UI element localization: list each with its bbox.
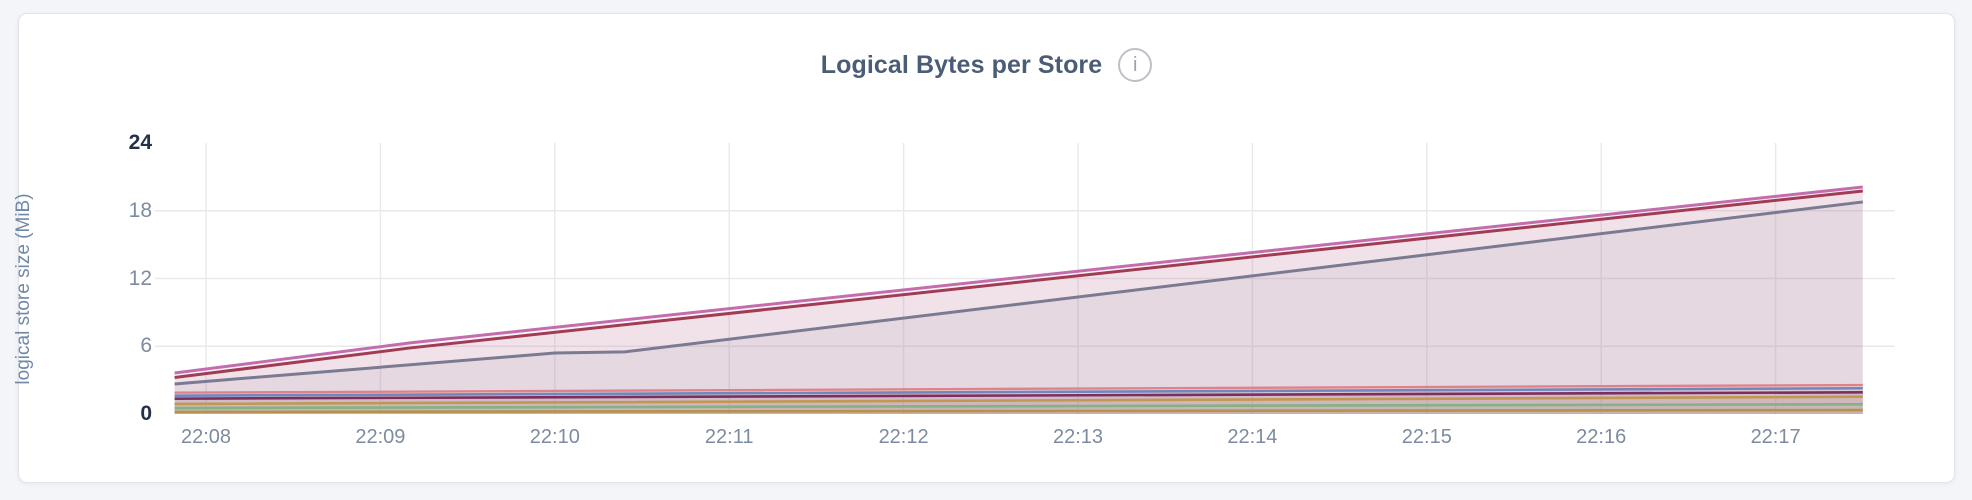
- series-area-slate: [174, 201, 1863, 414]
- series-line-bronze: [174, 408, 1863, 414]
- series-line-gold: [174, 395, 1863, 406]
- info-icon[interactable]: i: [1118, 48, 1153, 82]
- x-tick-label: 22:09: [355, 426, 406, 448]
- chart-header: Logical Bytes per Store i: [18, 44, 1955, 86]
- x-tick-label: 22:17: [1750, 426, 1801, 448]
- y-tick-label: 24: [128, 131, 152, 154]
- series-line-slate: [174, 200, 1863, 386]
- y-tick-label: 18: [128, 198, 152, 222]
- x-tick-label: 22:15: [1401, 426, 1452, 448]
- x-tick-label: 22:11: [704, 426, 754, 448]
- y-tick-label: 12: [128, 266, 152, 290]
- info-icon-glyph: i: [1133, 53, 1138, 76]
- series-line-salmon: [174, 383, 1863, 394]
- series-line-pink: [174, 185, 1863, 375]
- y-tick-label: 6: [140, 334, 152, 358]
- series-line-blue: [174, 386, 1863, 398]
- x-tick-label: 22:12: [878, 426, 929, 448]
- series-area-dark-red: [174, 190, 1863, 414]
- series-line-green: [174, 402, 1863, 410]
- y-tick-label: 0: [140, 402, 152, 425]
- x-tick-label: 22:13: [1052, 426, 1104, 448]
- x-tick-label: 22:14: [1227, 426, 1278, 448]
- x-tick-label: 22:08: [180, 426, 232, 448]
- series-line-dark-red: [174, 189, 1863, 380]
- x-tick-label: 22:16: [1576, 426, 1627, 448]
- chart-title: Logical Bytes per Store: [820, 50, 1103, 79]
- x-tick-label: 22:10: [529, 426, 580, 448]
- y-axis-label: logical store size (MiB): [13, 193, 34, 385]
- series-area-pink: [174, 187, 1863, 414]
- series-line-plum: [174, 391, 1863, 400]
